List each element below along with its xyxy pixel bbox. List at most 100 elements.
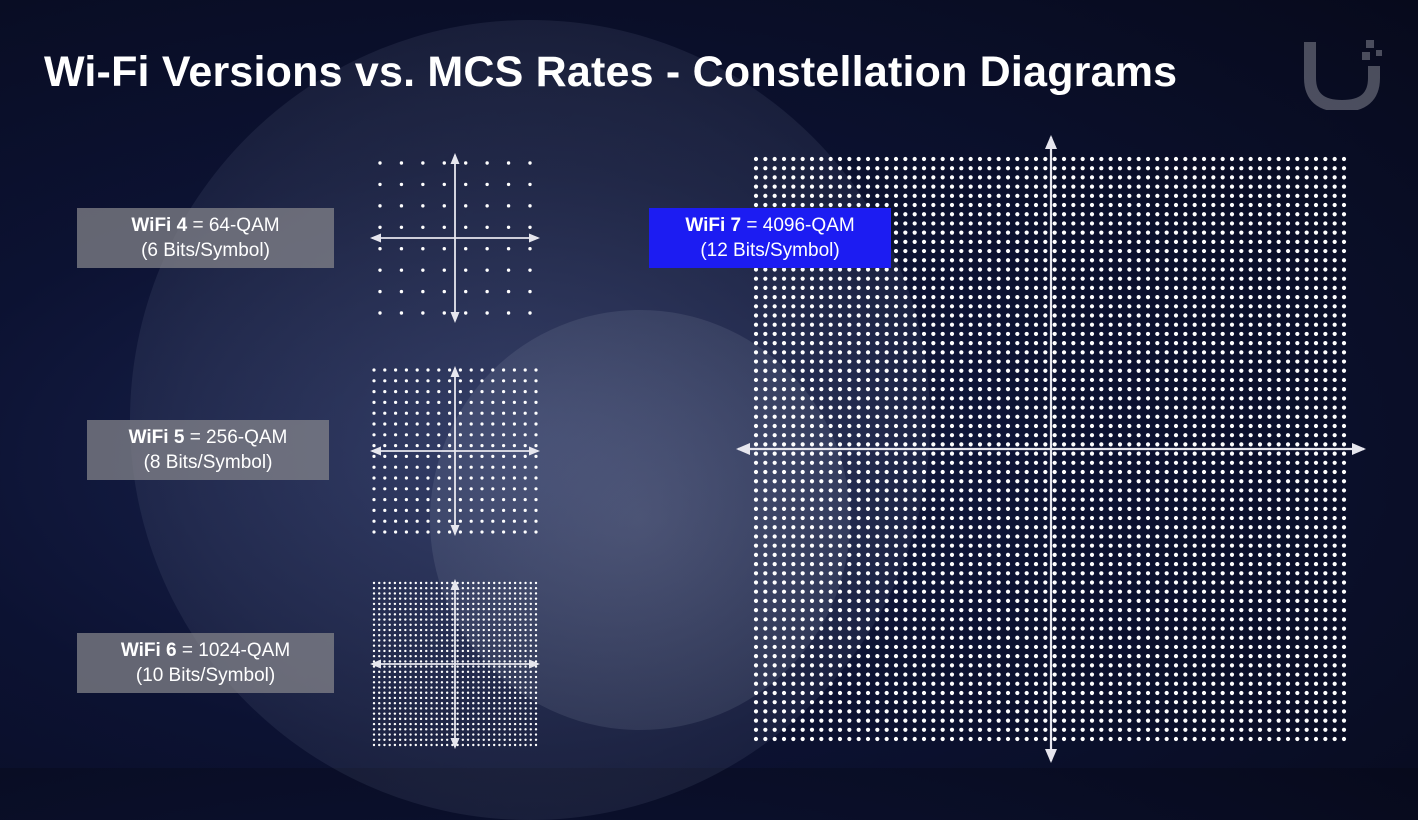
constellation-point xyxy=(1221,433,1225,437)
constellation-point xyxy=(1090,433,1094,437)
constellation-point xyxy=(446,597,448,599)
constellation-point xyxy=(1174,682,1178,686)
constellation-point xyxy=(1053,231,1057,235)
constellation-point xyxy=(493,624,495,626)
constellation-point xyxy=(922,580,926,584)
constellation-point xyxy=(1034,691,1038,695)
constellation-point xyxy=(903,590,907,594)
constellation-point xyxy=(1258,553,1262,557)
constellation-point xyxy=(857,461,861,465)
constellation-point xyxy=(763,185,767,189)
constellation-point xyxy=(1183,461,1187,465)
constellation-point xyxy=(1118,185,1122,189)
constellation-point xyxy=(913,663,917,667)
constellation-point xyxy=(1230,203,1234,207)
constellation-point xyxy=(1025,645,1029,649)
constellation-point xyxy=(782,608,786,612)
constellation-point xyxy=(1193,488,1197,492)
constellation-point xyxy=(791,203,795,207)
constellation-point xyxy=(931,194,935,198)
constellation-point xyxy=(388,676,390,678)
constellation-point xyxy=(847,691,851,695)
constellation-point xyxy=(754,590,758,594)
constellation-point xyxy=(1258,544,1262,548)
constellation-point xyxy=(1183,599,1187,603)
constellation-point xyxy=(866,645,870,649)
constellation-point xyxy=(1127,350,1131,354)
constellation-point xyxy=(922,617,926,621)
constellation-point xyxy=(1099,369,1103,373)
constellation-point xyxy=(451,608,453,610)
constellation-point xyxy=(1155,203,1159,207)
constellation-point xyxy=(931,636,935,640)
constellation-point xyxy=(477,733,479,735)
constellation-point xyxy=(941,258,945,262)
constellation-point xyxy=(866,405,870,409)
constellation-point xyxy=(1006,654,1010,658)
constellation-point xyxy=(1043,590,1047,594)
constellation-point xyxy=(857,304,861,308)
constellation-point xyxy=(838,369,842,373)
constellation-point xyxy=(514,671,516,673)
constellation-point xyxy=(978,166,982,170)
constellation-point xyxy=(754,691,758,695)
constellation-point xyxy=(1015,571,1019,575)
constellation-point xyxy=(997,617,1001,621)
constellation-point xyxy=(894,323,898,327)
constellation-point xyxy=(773,387,777,391)
constellation-point xyxy=(1006,663,1010,667)
constellation-point xyxy=(1165,424,1169,428)
constellation-point xyxy=(913,240,917,244)
constellation-point xyxy=(810,718,814,722)
constellation-point xyxy=(451,718,453,720)
constellation-point xyxy=(1006,194,1010,198)
constellation-point xyxy=(1239,516,1243,520)
constellation-point xyxy=(483,639,485,641)
constellation-point xyxy=(534,390,537,393)
constellation-point xyxy=(372,509,375,512)
constellation-point xyxy=(514,702,516,704)
constellation-point xyxy=(448,487,451,490)
constellation-point xyxy=(1165,682,1169,686)
constellation-point xyxy=(913,304,917,308)
constellation-point xyxy=(773,203,777,207)
constellation-point xyxy=(810,599,814,603)
constellation-point xyxy=(1025,525,1029,529)
constellation-point xyxy=(829,396,833,400)
constellation-point xyxy=(430,608,432,610)
constellation-point xyxy=(913,709,917,713)
constellation-point xyxy=(997,369,1001,373)
constellation-point xyxy=(503,707,505,709)
constellation-point xyxy=(503,744,505,746)
constellation-point xyxy=(1025,221,1029,225)
constellation-point xyxy=(1034,369,1038,373)
constellation-point xyxy=(1043,553,1047,557)
constellation-point xyxy=(462,671,464,673)
constellation-point xyxy=(1165,562,1169,566)
constellation-point xyxy=(773,405,777,409)
constellation-point xyxy=(430,712,432,714)
constellation-point xyxy=(959,295,963,299)
constellation-point xyxy=(1090,580,1094,584)
constellation-point xyxy=(969,277,973,281)
constellation-point xyxy=(456,613,458,615)
constellation-point xyxy=(399,587,401,589)
constellation-point xyxy=(1006,221,1010,225)
constellation-point xyxy=(524,520,527,523)
constellation-point xyxy=(847,175,851,179)
constellation-point xyxy=(498,587,500,589)
constellation-point xyxy=(480,487,483,490)
constellation-point xyxy=(1090,341,1094,345)
constellation-point xyxy=(534,466,537,469)
constellation-point xyxy=(959,488,963,492)
constellation-point xyxy=(436,650,438,652)
constellation-point xyxy=(773,553,777,557)
constellation-point xyxy=(1202,175,1206,179)
constellation-point xyxy=(446,707,448,709)
constellation-point xyxy=(1221,194,1225,198)
constellation-point xyxy=(847,332,851,336)
constellation-point xyxy=(1202,691,1206,695)
constellation-point xyxy=(488,692,490,694)
constellation-point xyxy=(1239,249,1243,253)
constellation-point xyxy=(1183,590,1187,594)
